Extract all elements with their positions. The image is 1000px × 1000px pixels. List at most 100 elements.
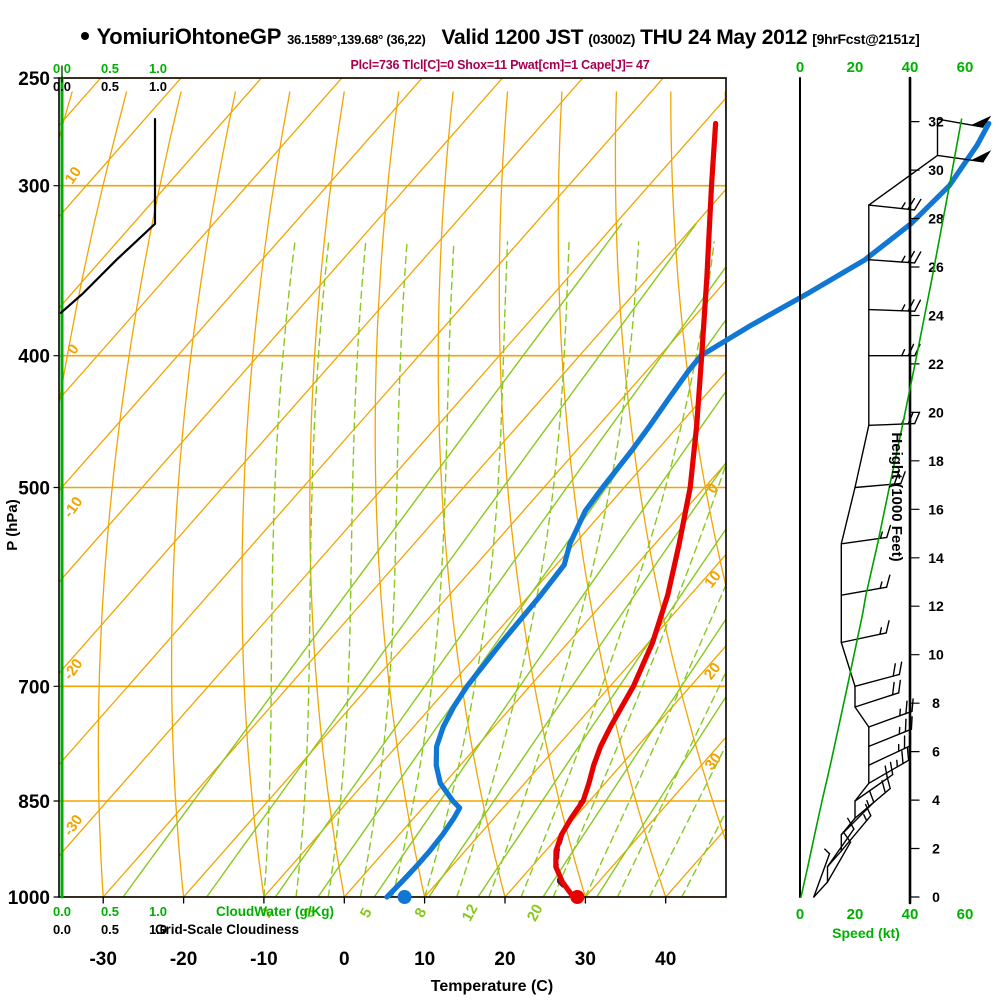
cloudwater-top-tick-0: 0.0 [53,61,71,76]
height-axis-label: Height (1000 Feet) [888,432,905,561]
cloudiness-curve [59,117,157,314]
wind-barb [826,817,855,868]
pressure-label-850: 850 [18,792,50,813]
height-curve [800,118,963,898]
speed-top-tick-0: 0 [796,59,804,76]
wind-barb [868,343,921,357]
speed-bottom-tick-40: 40 [902,906,919,923]
height-tick-label-22: 22 [928,356,944,372]
barb-full [911,698,914,712]
isotherm-10 [423,553,726,897]
cloudiness-bottom-tick-1: 0.5 [101,922,119,937]
cloudwater-axis-label: CloudWater (g/Kg) [216,904,334,919]
barb-shaft [854,673,901,687]
barb-shaft [868,259,916,264]
barb-half [900,202,906,210]
mixing-ratio-0.4 [122,223,623,897]
cloudiness-bottom-tick-0: 0.0 [53,922,71,937]
barb-shaft [854,482,902,489]
barb-full [898,679,901,694]
moist-adiabat-14 [456,241,570,897]
barb-shaft [854,692,900,708]
dry-adiabat-20 [437,91,506,897]
dry-adiabat-40 [557,91,667,897]
wind-barb [868,747,910,784]
barb-shaft [868,422,916,426]
dry-adiabat-30 [498,91,587,897]
moist-adiabat-6 [391,241,455,897]
pressure-label-400: 400 [18,347,50,368]
temp-tick-label--20: -20 [170,949,197,970]
dry-adiabat-label-10: 10 [62,164,85,187]
barb-shaft [826,828,855,868]
barb-full [891,681,895,696]
forecast-tag: [9hrFcst@2151z] [812,31,920,47]
valid-time: Valid 1200 JST [441,26,584,49]
barb-full [881,780,886,794]
speed-bottom-tick-0: 0 [796,906,804,923]
wind-barb [854,761,894,802]
height-tick-label-0: 0 [932,889,940,905]
height-tick-label-18: 18 [928,453,944,469]
barb-shaft [868,759,910,784]
dry-adiabat-lines [59,91,726,897]
isotherm-0 [343,462,726,897]
barb-shaft [826,841,852,883]
barb-full [904,718,907,733]
pressure-label-1000: 1000 [8,888,50,909]
surface-dewpoint-dot [397,890,412,904]
wind-barb [936,150,992,163]
cloudwater-bottom-tick-1: 0.5 [101,904,119,919]
temp-tick-label-20: 20 [494,949,515,970]
barb-shaft [840,632,887,644]
temp-tick-label-0: 0 [339,949,350,970]
barb-half [879,581,883,590]
pressure-axis-label: P (hPa) [4,499,21,550]
height-tick-label-24: 24 [928,307,944,323]
barb-full [889,761,894,776]
wind-barb [854,661,903,687]
mixing-ratio-20 [542,617,726,897]
barb-full [885,574,891,588]
isotherm-50 [746,78,1000,897]
moist-adiabat--6 [295,241,330,897]
isotherm-30 [584,736,726,897]
mixing-ratio-label-5: 5 [357,905,376,920]
dry-adiabat--10 [241,91,291,897]
cloudiness-bottom-tick-2: 1.0 [149,922,167,937]
moist-adiabat--2 [327,241,367,897]
barb-half [901,255,906,263]
temperature-trace [553,120,719,900]
dry-adiabat-70 [724,91,726,134]
speed-top-tick-20: 20 [847,59,864,76]
mixing-ratio-12 [477,527,726,897]
moist-adiabat-38 [649,743,726,897]
barb-full [900,471,906,485]
dewpoint-line [384,120,992,900]
diagram-title-bar: YomiuriOhtoneGP 36.1589°,139.68° (36,22)… [0,24,1000,52]
dry-adiabat--40 [59,91,128,408]
height-tick-label-28: 28 [928,211,944,227]
wind-barb-column [799,77,992,898]
cloudiness-top-tick-1: 0.5 [101,79,119,94]
wind-barb [868,716,913,748]
valid-date: THU 24 May 2012 [640,26,808,49]
barb-full [913,251,922,264]
barb-shaft [854,787,891,819]
height-tick-label-14: 14 [928,550,944,566]
dry-adiabat-0 [309,91,345,897]
moist-adiabat-10 [423,241,509,897]
barb-pennant [970,150,992,163]
mixing-ratio-2 [274,265,726,897]
moist-adiabat-18 [488,241,640,897]
barb-full [864,803,872,817]
isotherm-label-30: 30 [702,750,726,774]
dry-adiabat-label--20: -20 [60,656,86,684]
barb-full [898,661,903,676]
barb-half [901,349,906,357]
isotherm--60 [59,78,584,675]
moist-adiabat-34 [616,670,726,897]
